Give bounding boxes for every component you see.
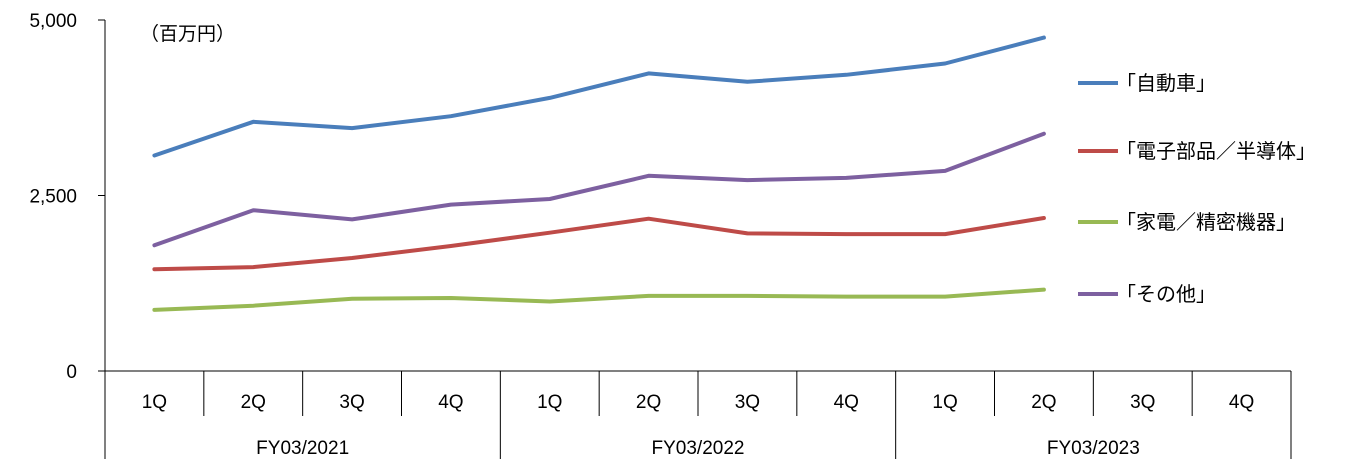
- series-line-1: [152, 35, 1046, 158]
- series-line-2: [152, 216, 1046, 272]
- legend-label: 「家電／精密機器」: [1116, 210, 1296, 234]
- x-category-label: 4Q: [438, 392, 463, 413]
- x-category-label: 3Q: [1130, 392, 1155, 413]
- x-category-label: 3Q: [339, 392, 364, 413]
- legend-label: 「自動車」: [1116, 71, 1216, 95]
- y-tick-labels: 0 2,500 5,000: [29, 11, 77, 383]
- y-tick-label: 0: [66, 362, 77, 383]
- axes: [98, 19, 1292, 459]
- series-line-4: [152, 131, 1046, 248]
- x-category-labels: 1Q 2Q 3Q 4Q 1Q 2Q 3Q 4Q 1Q 2Q 3Q 4Q FY03/2021 FY03/20…: [142, 392, 1255, 459]
- x-category-label: 1Q: [142, 392, 167, 413]
- legend: 「自動車」「電子部品／半導体」「家電／精密機器」「その他」: [1078, 71, 1316, 306]
- legend-label: 「電子部品／半導体」: [1116, 139, 1316, 163]
- x-category-label: 4Q: [834, 392, 859, 413]
- x-group-label: FY03/2022: [652, 438, 745, 459]
- x-category-label: 4Q: [1229, 392, 1254, 413]
- x-category-label: 2Q: [241, 392, 266, 413]
- x-category-label: 1Q: [932, 392, 957, 413]
- x-group-label: FY03/2023: [1047, 438, 1140, 459]
- y-tick-label: 5,000: [29, 11, 77, 32]
- x-category-label: 1Q: [537, 392, 562, 413]
- series-lines: [152, 35, 1046, 312]
- x-category-label: 2Q: [1031, 392, 1056, 413]
- x-category-label: 3Q: [735, 392, 760, 413]
- legend-label: 「その他」: [1116, 282, 1216, 306]
- series-line-3: [152, 287, 1046, 312]
- x-category-label: 2Q: [636, 392, 661, 413]
- y-tick-label: 2,500: [29, 187, 77, 208]
- unit-label: （百万円）: [140, 23, 235, 45]
- x-group-label: FY03/2021: [256, 438, 349, 459]
